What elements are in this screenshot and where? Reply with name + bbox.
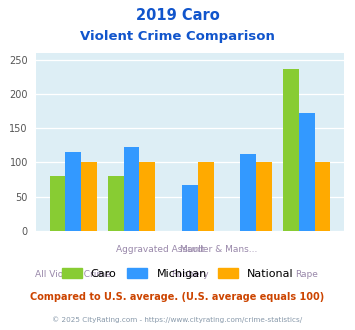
Text: Murder & Mans...: Murder & Mans... <box>180 245 258 254</box>
Text: All Violent Crime: All Violent Crime <box>35 270 111 279</box>
Bar <box>81 162 97 231</box>
Bar <box>315 162 330 231</box>
Text: © 2025 CityRating.com - https://www.cityrating.com/crime-statistics/: © 2025 CityRating.com - https://www.city… <box>53 317 302 323</box>
Bar <box>198 162 214 231</box>
Bar <box>256 162 272 231</box>
Bar <box>182 185 198 231</box>
Bar <box>299 113 315 231</box>
Text: Robbery: Robbery <box>171 270 209 279</box>
Text: Compared to U.S. average. (U.S. average equals 100): Compared to U.S. average. (U.S. average … <box>31 292 324 302</box>
Text: Aggravated Assault: Aggravated Assault <box>116 245 205 254</box>
Bar <box>65 152 81 231</box>
Bar <box>240 154 256 231</box>
Bar <box>140 162 155 231</box>
Text: Violent Crime Comparison: Violent Crime Comparison <box>80 30 275 43</box>
Bar <box>108 176 124 231</box>
Legend: Caro, Michigan, National: Caro, Michigan, National <box>62 268 293 279</box>
Bar <box>50 176 65 231</box>
Text: 2019 Caro: 2019 Caro <box>136 8 219 23</box>
Text: Rape: Rape <box>295 270 318 279</box>
Bar <box>124 147 140 231</box>
Bar <box>283 69 299 231</box>
